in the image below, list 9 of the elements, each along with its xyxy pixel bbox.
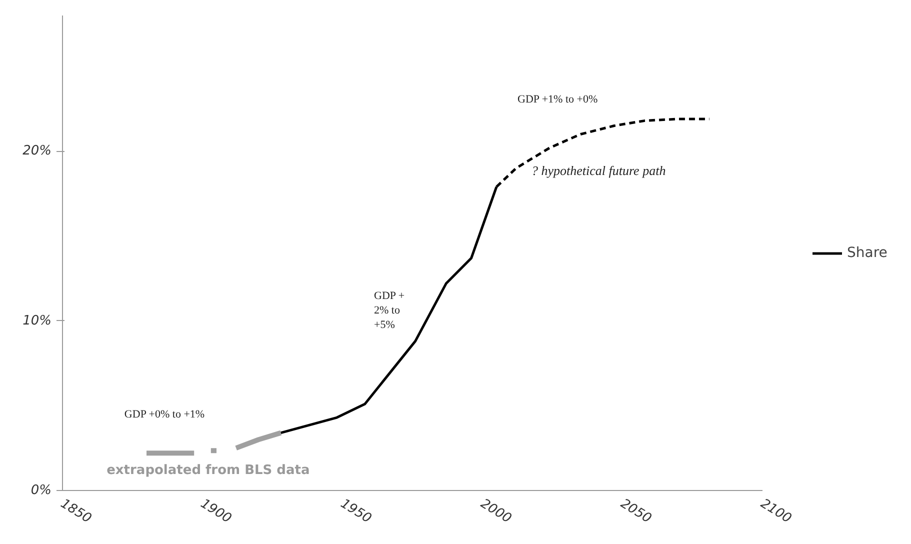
- annotation: GDP + 2% to +5%: [374, 290, 405, 331]
- annotation: GDP +1% to +0%: [518, 94, 598, 106]
- y-tick-label: 0%: [30, 483, 52, 498]
- y-tick-label: 10%: [22, 313, 52, 328]
- y-tick-label: 20%: [22, 144, 52, 159]
- annotation: ? hypothetical future path: [532, 162, 666, 178]
- annotation: extrapolated from BLS data: [106, 463, 310, 478]
- legend-label: Share: [847, 244, 888, 260]
- annotation: GDP +0% to +1%: [124, 408, 205, 420]
